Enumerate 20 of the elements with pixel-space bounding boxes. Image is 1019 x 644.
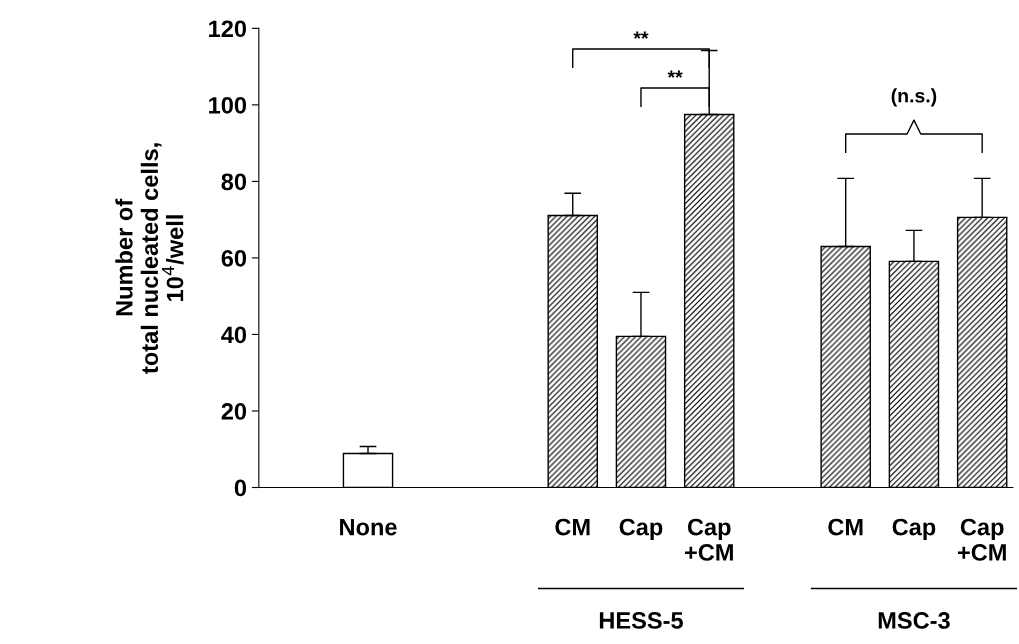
x-tick-label: Cap +CM [684, 518, 733, 561]
y-axis-title: Number of total nucleated cells, 10$^{4}$/well [115, 143, 184, 374]
y-tick-label: 120 [209, 20, 247, 38]
text: HESS-5 [599, 612, 683, 629]
y-tick-label: 60 [221, 249, 247, 267]
x-tick-label: Cap [892, 518, 936, 541]
y-tick-label: 0 [234, 479, 247, 497]
annotation: ** [667, 70, 683, 78]
y-tick-label: 100 [209, 96, 247, 114]
y-tick-label: 20 [221, 403, 247, 420]
x-tick-label: Cap +CM [957, 518, 1006, 561]
y-tick-label: 80 [221, 173, 247, 191]
annotation: (n.s.) [891, 88, 937, 107]
x-tick-label: CM [828, 518, 863, 536]
x-tick-label: CM [555, 518, 590, 536]
y-tick-label: 40 [221, 326, 247, 344]
x-tick-label: None [340, 518, 397, 536]
text: MSC-3 [878, 612, 950, 629]
annotation: ** [633, 31, 649, 39]
x-tick-label: Cap [619, 518, 663, 541]
